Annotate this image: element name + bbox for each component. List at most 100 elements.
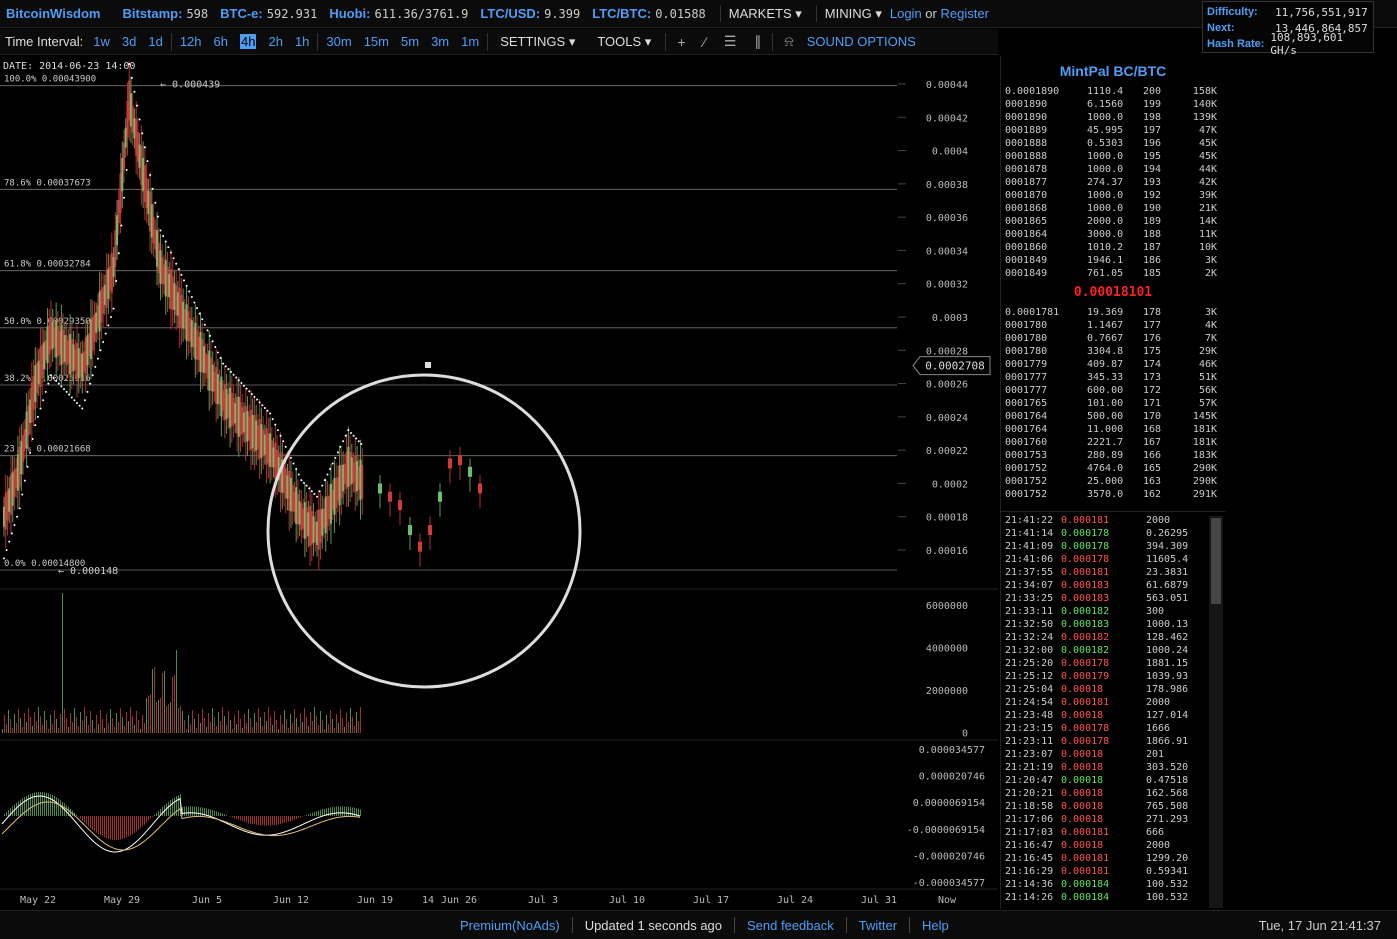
interval-15m[interactable]: 15m (363, 34, 389, 49)
volume-bar (186, 729, 187, 733)
sar-dot (279, 434, 282, 437)
interval-12h[interactable]: 12h (179, 34, 202, 49)
sound-options-link[interactable]: SOUND OPTIONS (806, 34, 916, 49)
interval-2h[interactable]: 2h (268, 34, 283, 49)
trade-price: 0.00018 (1061, 749, 1104, 760)
interval-5m[interactable]: 5m (401, 34, 420, 49)
trade-price: 0.00018 (1061, 840, 1104, 851)
sar-dot (63, 388, 65, 391)
price-chart[interactable]: DATE: 2014-06-23 14:00 100.0% 0.00043900 7… (0, 56, 998, 910)
interval-1d[interactable]: 1d (148, 34, 163, 49)
candle-body (22, 434, 25, 462)
macd-bar (238, 816, 239, 820)
interval-30m[interactable]: 30m (326, 34, 352, 49)
scrollbar-thumb[interactable] (1211, 518, 1221, 604)
register-link[interactable]: Register (940, 6, 989, 21)
brand-logo[interactable]: BitcoinWisdom (6, 6, 101, 21)
trade-row: 21:20:47 0.00018 0.47518 (1001, 774, 1225, 787)
trade-history: 21:41:22 0.000181 2000 21:41:14 0.000178 0.26… (1001, 511, 1225, 904)
ask-row-cell: 1000.0 (1087, 203, 1124, 214)
candle-body (23, 429, 26, 450)
trade-price: 0.000181 (1061, 567, 1110, 578)
sar-dot (198, 312, 201, 315)
crosshair-icon[interactable]: + (677, 33, 686, 50)
interval-list: 1w 3d 1d 12h 6h 4h 2h 1h 30m 15m 5m 3m 1m (87, 32, 485, 51)
macd-bar (360, 809, 361, 816)
bid-row-cell: 0001760 (1005, 437, 1048, 448)
price-tick-label: 0.00026 (926, 380, 968, 391)
candle-body (317, 509, 320, 550)
trade-price: 0.000184 (1061, 892, 1110, 903)
sar-dot (250, 393, 253, 396)
twitter-link[interactable]: Twitter (858, 917, 898, 933)
bell-icon[interactable]: ⍾ (784, 33, 794, 49)
interval-1m[interactable]: 1m (461, 34, 480, 49)
trades-scrollbar[interactable] (1209, 516, 1223, 908)
macd-bar (6, 812, 7, 816)
ask-row-cell: 0001868 (1005, 203, 1048, 214)
trade-time: 21:21:19 (1005, 762, 1054, 773)
macd-bar (286, 816, 287, 823)
line-tool-icon[interactable]: ∕ (703, 33, 706, 50)
trade-time: 21:37:55 (1005, 567, 1054, 578)
macd-bar (178, 795, 179, 816)
macd-bar (50, 794, 51, 816)
interval-3m[interactable]: 3m (431, 34, 450, 49)
candle-body (378, 483, 382, 494)
help-link[interactable]: Help (922, 917, 949, 933)
feedback-link[interactable]: Send feedback (747, 917, 834, 933)
sar-dot (334, 456, 337, 459)
sar-dot (86, 390, 89, 393)
macd-bar (222, 813, 223, 816)
trade-time: 21:16:47 (1005, 840, 1054, 851)
interval-1w[interactable]: 1w (93, 34, 110, 49)
premium-link[interactable]: Premium(NoAds) (460, 917, 560, 933)
candle-body (49, 317, 52, 351)
macd-bar (24, 796, 25, 816)
candle-body (131, 105, 134, 133)
ask-row-cell: 187 (1143, 242, 1162, 253)
volume-bar (8, 710, 9, 733)
interval-3d[interactable]: 3d (121, 34, 137, 49)
trade-amount: 11605.4 (1146, 554, 1189, 565)
price-tick-label: 0.00018 (926, 513, 968, 524)
candle-body (265, 428, 268, 465)
network-stats: Difficulty: 11,756,551,917 Next: 13,446,86… (1202, 1, 1374, 57)
volume-bar (156, 702, 157, 733)
volume-bar (164, 671, 165, 733)
macd-bar (330, 807, 331, 816)
volume-bar (278, 729, 279, 733)
sar-dot (331, 462, 334, 465)
volume-bar (312, 721, 313, 733)
candle-body (159, 250, 162, 284)
interval-4h[interactable]: 4h (240, 34, 257, 49)
bid-row-cell: 3570.0 (1087, 489, 1124, 500)
volume-bar (324, 729, 325, 733)
macd-bar (312, 812, 313, 816)
trade-amount: 1666 (1146, 723, 1171, 734)
volume-bar (188, 715, 189, 733)
bid-row-cell: 0001779 (1005, 359, 1048, 370)
markets-menu[interactable]: MARKETS (719, 5, 802, 22)
macd-bar (44, 792, 45, 816)
hline-tool-icon[interactable]: ☰ (723, 33, 737, 49)
login-link[interactable]: Login (889, 6, 922, 21)
interval-6h[interactable]: 6h (213, 34, 228, 49)
divider (845, 917, 847, 933)
ask-row: 0.0001890 1110.4 200 158K (1001, 85, 1225, 98)
settings-menu[interactable]: SETTINGS (500, 34, 575, 50)
ask-row-cell: 1000.0 (1087, 164, 1124, 175)
candle-body (8, 488, 11, 512)
sar-dot (216, 351, 219, 354)
tools-menu[interactable]: TOOLS (597, 34, 651, 50)
fib-tool-icon[interactable]: ∥ (754, 33, 762, 49)
mining-menu[interactable]: MINING (815, 5, 882, 22)
candle-body (175, 285, 178, 316)
ask-row: 0001865 2000.0 189 14K (1001, 215, 1225, 228)
sar-dot (65, 390, 68, 393)
macd-bar (310, 813, 311, 816)
volume-bar (80, 712, 81, 733)
interval-1h[interactable]: 1h (294, 34, 310, 49)
circle-handle (425, 362, 431, 368)
trade-amount: 127.014 (1146, 710, 1189, 721)
